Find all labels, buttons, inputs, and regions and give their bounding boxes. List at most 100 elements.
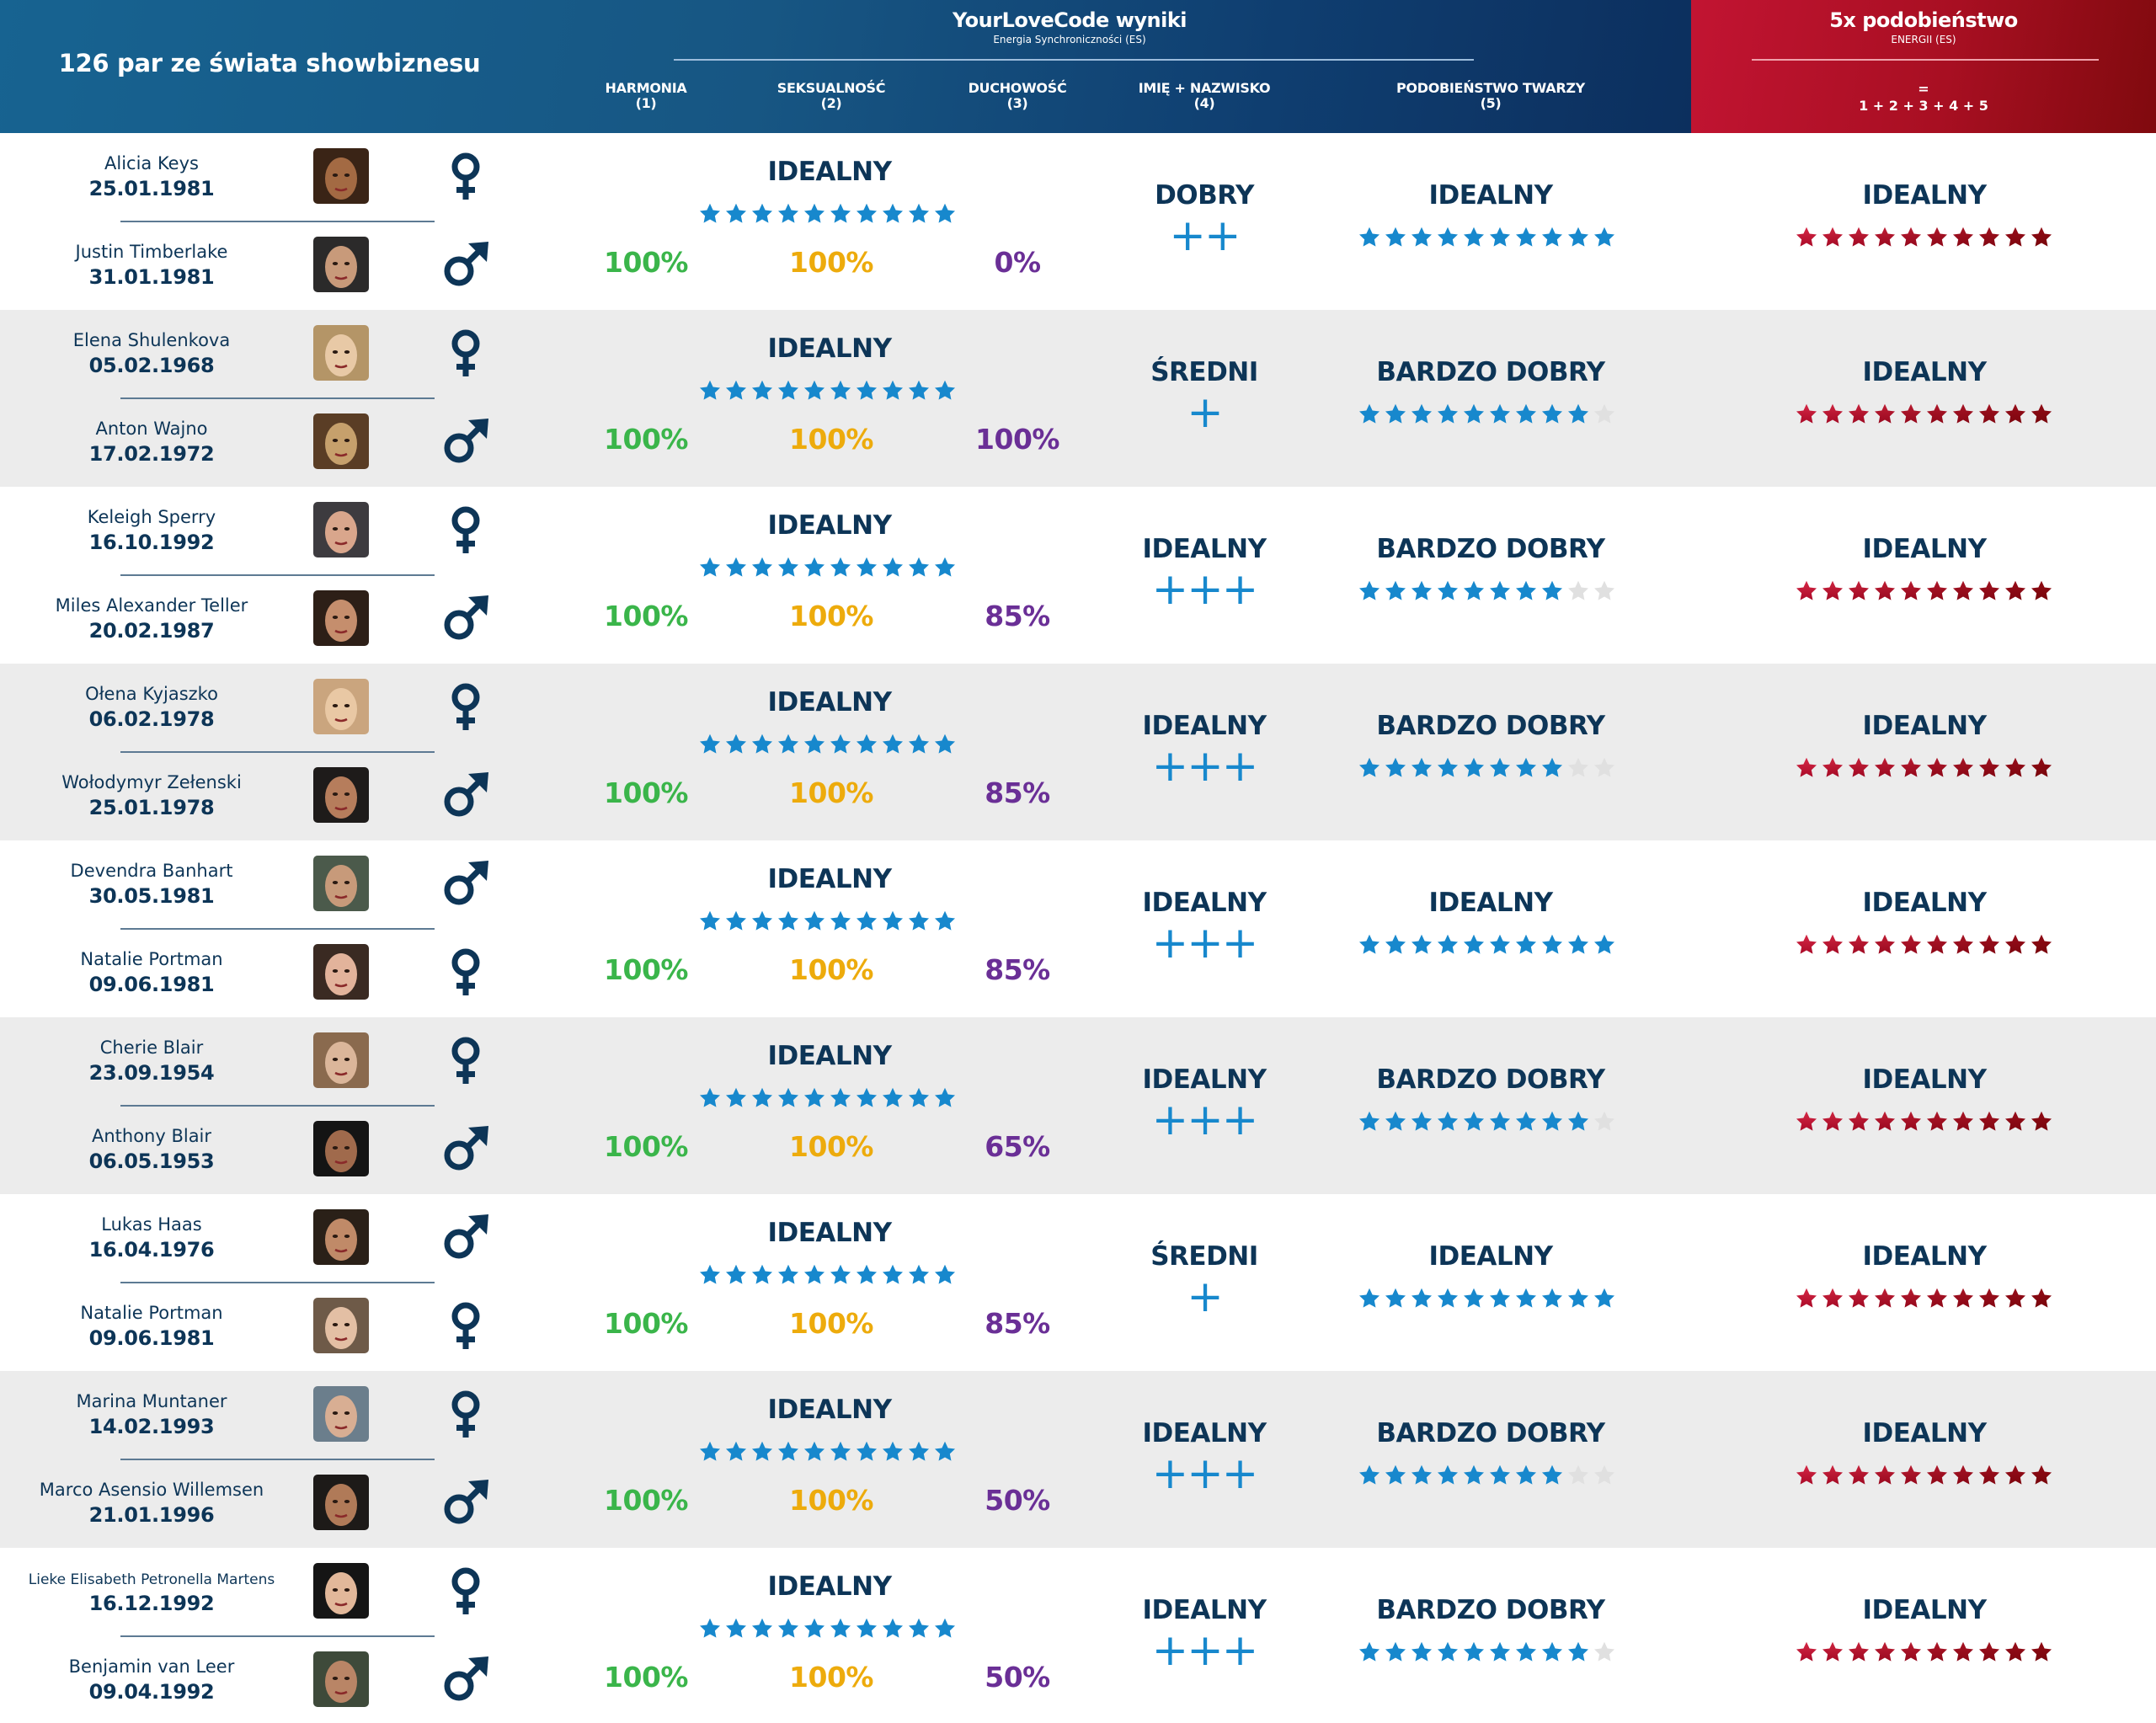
avatar	[313, 1298, 369, 1353]
star-filled-icon	[1463, 403, 1485, 424]
female-symbol-icon	[436, 147, 495, 205]
total-rating-label: IDEALNY	[1862, 1418, 1987, 1448]
star-filled-icon	[1463, 1111, 1485, 1131]
star-filled-icon	[777, 1441, 799, 1461]
star-filled-icon	[1567, 403, 1589, 424]
sexuality-percent: 100%	[789, 953, 873, 986]
star-filled-icon	[1822, 1641, 1844, 1662]
star-filled-icon	[699, 1618, 721, 1638]
table-row: Devendra Banhart 30.05.1981 Natalie Port…	[0, 840, 2156, 1017]
header-divider	[674, 59, 1474, 61]
es-star-rating	[698, 379, 957, 403]
avatar	[313, 590, 369, 646]
person-1: Alicia Keys 25.01.1981	[0, 133, 480, 221]
star-filled-icon	[1437, 1464, 1459, 1485]
pair-divider	[120, 574, 435, 576]
star-filled-icon	[803, 1441, 825, 1461]
star-filled-icon	[830, 1618, 851, 1638]
star-filled-icon	[934, 203, 956, 223]
star-empty-icon	[1593, 580, 1615, 600]
female-symbol-icon	[436, 1561, 495, 1620]
pair-divider	[120, 1635, 435, 1637]
star-filled-icon	[1874, 757, 1896, 777]
star-filled-icon	[751, 733, 773, 754]
star-filled-icon	[1874, 403, 1896, 424]
person-birthdate: 30.05.1981	[88, 884, 215, 908]
person-1: Lukas Haas 16.04.1976	[0, 1194, 488, 1283]
star-filled-icon	[2031, 1288, 2052, 1308]
star-filled-icon	[1437, 1641, 1459, 1662]
star-filled-icon	[1926, 1111, 1948, 1131]
star-filled-icon	[2031, 757, 2052, 777]
person-name: Justin Timberlake	[75, 242, 228, 262]
star-filled-icon	[1411, 1111, 1433, 1131]
es-rating-label: IDEALNY	[767, 864, 892, 894]
es-rating-label: IDEALNY	[767, 687, 892, 717]
person-birthdate: 16.10.1992	[88, 531, 215, 554]
avatar	[313, 502, 369, 557]
person-name: Natalie Portman	[80, 949, 223, 969]
star-filled-icon	[856, 1087, 878, 1107]
harmony-percent: 100%	[604, 600, 688, 632]
star-filled-icon	[1515, 1641, 1537, 1662]
star-filled-icon	[1978, 1464, 2000, 1485]
star-filled-icon	[1796, 227, 1817, 247]
star-filled-icon	[1900, 757, 1922, 777]
person-2: Natalie Portman 09.06.1981	[0, 1283, 480, 1371]
star-filled-icon	[2031, 1641, 2052, 1662]
harmony-percent: 100%	[604, 776, 688, 809]
person-2: Benjamin van Leer 09.04.1992	[0, 1636, 488, 1723]
star-filled-icon	[1567, 1288, 1589, 1308]
avatar	[313, 944, 369, 1000]
star-filled-icon	[1900, 1111, 1922, 1131]
female-symbol-icon	[436, 1296, 495, 1355]
star-filled-icon	[725, 557, 747, 577]
total-rating-label: IDEALNY	[1862, 711, 1987, 741]
person-name: Alicia Keys	[104, 153, 199, 173]
star-filled-icon	[908, 1441, 930, 1461]
star-filled-icon	[1489, 757, 1511, 777]
person-name: Marco Asensio Willemsen	[39, 1480, 264, 1500]
star-filled-icon	[1848, 1288, 1870, 1308]
column-header-harmony: HARMONIA (1)	[579, 81, 713, 111]
star-filled-icon	[1411, 1464, 1433, 1485]
person-2: Justin Timberlake 31.01.1981	[0, 221, 488, 310]
es-star-rating	[698, 910, 957, 933]
star-filled-icon	[934, 557, 956, 577]
star-filled-icon	[1926, 403, 1948, 424]
star-filled-icon	[1358, 1464, 1380, 1485]
total-star-rating	[1795, 1110, 2053, 1134]
star-filled-icon	[1900, 934, 1922, 954]
harmony-percent: 100%	[604, 246, 688, 279]
star-filled-icon	[803, 380, 825, 400]
spirituality-percent: 85%	[985, 776, 1050, 809]
sexuality-percent: 100%	[789, 600, 873, 632]
total-header-divider	[1752, 59, 2099, 61]
star-filled-icon	[725, 1087, 747, 1107]
star-filled-icon	[856, 910, 878, 931]
star-filled-icon	[1900, 580, 1922, 600]
star-filled-icon	[1411, 580, 1433, 600]
star-filled-icon	[1848, 934, 1870, 954]
person-name: Marina Muntaner	[76, 1391, 227, 1411]
results-title: YourLoveCode wyniki	[952, 8, 1187, 32]
star-filled-icon	[777, 203, 799, 223]
star-filled-icon	[882, 1264, 904, 1284]
avatar	[313, 1209, 369, 1265]
name-rating-label: ŚREDNI	[1150, 1241, 1258, 1272]
star-filled-icon	[1463, 1288, 1485, 1308]
avatar	[313, 679, 369, 734]
star-filled-icon	[1515, 1111, 1537, 1131]
es-rating-label: IDEALNY	[767, 1218, 892, 1248]
star-filled-icon	[725, 1618, 747, 1638]
person-birthdate: 17.02.1972	[88, 442, 215, 466]
star-filled-icon	[1437, 580, 1459, 600]
star-filled-icon	[856, 380, 878, 400]
es-rating-label: IDEALNY	[767, 1041, 892, 1071]
table-row: Lieke Elisabeth Petronella Martens 16.12…	[0, 1548, 2156, 1723]
star-filled-icon	[1796, 580, 1817, 600]
star-filled-icon	[2004, 1288, 2026, 1308]
avatar	[313, 325, 369, 381]
face-star-rating	[1358, 1287, 1616, 1310]
header-blue-panel	[0, 0, 1691, 133]
